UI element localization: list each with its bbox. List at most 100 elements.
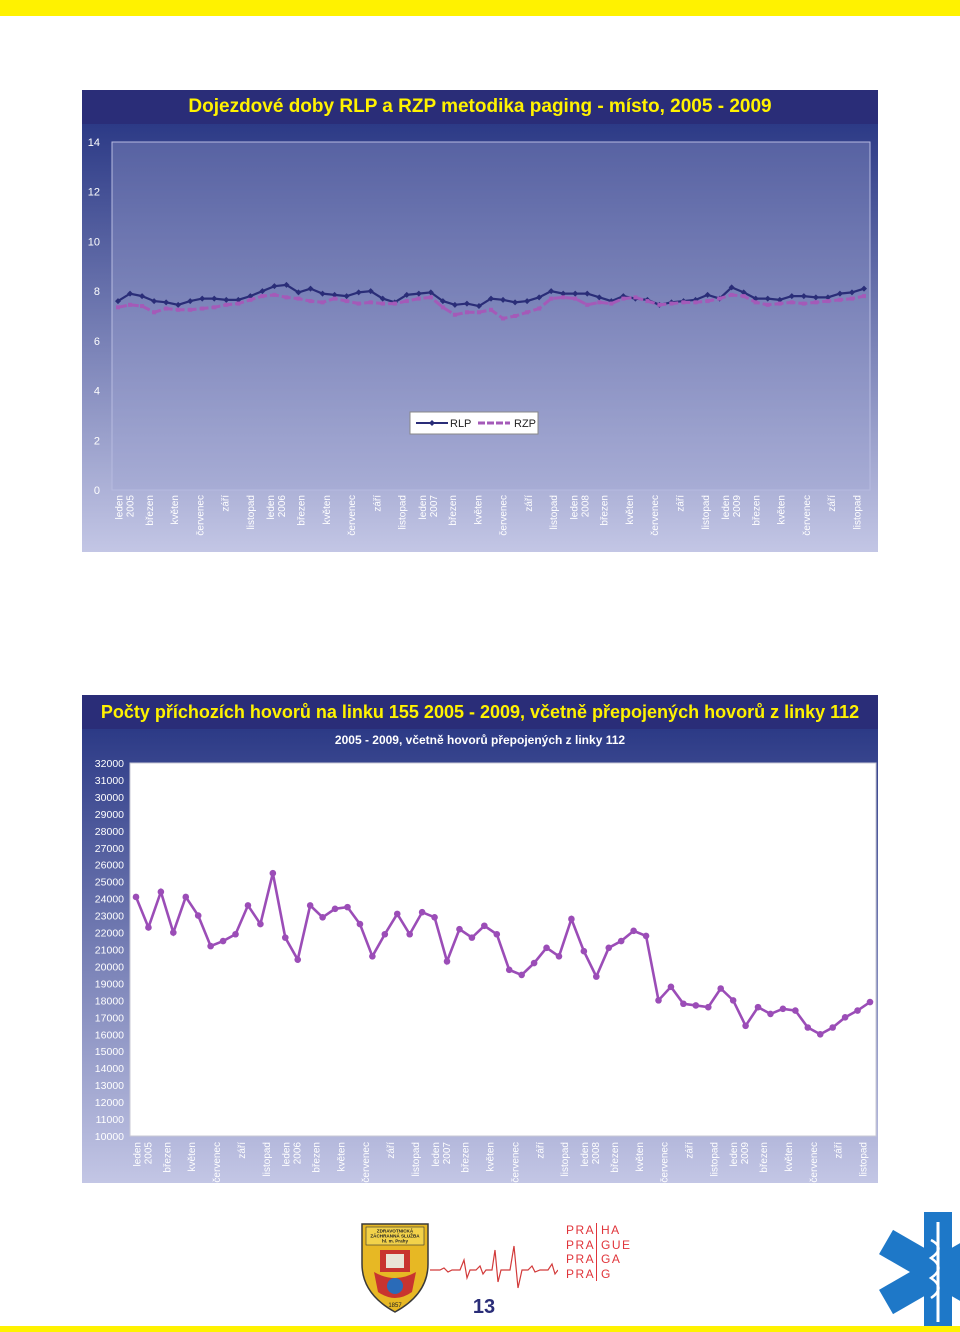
chart1-point-RLP-10 <box>235 296 242 303</box>
chart2-x-tick-22: září <box>685 1142 696 1159</box>
chart1-point-RLP-9 <box>223 296 230 303</box>
chart1-x-tick-8: květen <box>322 495 333 524</box>
chart1-point-RZP-37 <box>561 295 566 300</box>
chart1-point-RZP-25 <box>416 296 421 301</box>
praha-right-4: G <box>596 1266 612 1281</box>
chart2-y-tick-0: 10000 <box>95 1131 124 1143</box>
chart2-point-2 <box>157 888 165 896</box>
chart2-x-tick-2: květen <box>187 1142 198 1171</box>
chart1-point-RLP-27 <box>439 298 446 305</box>
chart1-point-RZP-55 <box>777 301 782 306</box>
chart1-point-RLP-24 <box>403 291 410 298</box>
chart1-legend-marker-RLP <box>429 420 435 426</box>
chart1-y-tick-3: 6 <box>94 336 100 348</box>
chart2-x-tick-25: březen <box>759 1142 770 1173</box>
chart1-point-RLP-8 <box>211 295 218 302</box>
chart2-x-tick-15: červenec <box>510 1142 521 1183</box>
chart2-point-0 <box>132 893 140 901</box>
chart1-point-RZP-27 <box>440 305 445 310</box>
chart2-point-52 <box>779 1005 787 1013</box>
chart1-point-RZP-1 <box>128 302 133 307</box>
chart1-x-tick-21: červenec <box>650 495 661 536</box>
praha-left-1: PRA <box>566 1223 596 1237</box>
chart2-y-tick-17: 27000 <box>95 843 124 855</box>
chart2-x-tick-7: březen <box>312 1142 323 1173</box>
chart1-y-tick-2: 4 <box>94 386 100 398</box>
chart2-subtitle: 2005 - 2009, včetně hovorů přepojených z… <box>335 733 625 747</box>
chart2-y-tick-4: 14000 <box>95 1063 124 1075</box>
chart1-point-RLP-61 <box>848 289 855 296</box>
chart2-point-32 <box>530 959 538 967</box>
chart1-point-RLP-51 <box>728 284 735 291</box>
chart2-point-58 <box>854 1007 861 1014</box>
chart2-x-tick-13: březen <box>461 1142 472 1173</box>
chart2-series-line <box>134 872 871 1036</box>
chart2-y-tick-21: 31000 <box>95 775 124 787</box>
chart1-legend-label-RLP: RLP <box>450 418 471 430</box>
chart1-point-RZP-50 <box>717 296 722 301</box>
praha-right-1: HA <box>596 1223 621 1238</box>
chart1-point-RZP-20 <box>356 301 361 306</box>
chart2-point-48 <box>729 997 737 1004</box>
chart1-point-RZP-3 <box>152 310 157 315</box>
chart1-point-RZP-22 <box>380 301 385 306</box>
chart2-point-22 <box>406 930 413 938</box>
chart2-y-tick-11: 21000 <box>95 945 124 957</box>
chart1-x-tick-13: březen <box>448 495 459 526</box>
chart1-point-RZP-61 <box>849 296 854 301</box>
chart2-x-tick-20: květen <box>635 1142 646 1171</box>
chart1-x-tick-11: listopad <box>398 495 409 529</box>
chart2-point-7 <box>219 937 227 945</box>
chart1-point-RZP-47 <box>681 300 686 305</box>
chart1-x-tick-0: leden2005 <box>115 495 137 520</box>
chart1-x-tick-27: červenec <box>802 495 813 536</box>
chart2-point-3 <box>170 929 177 936</box>
chart1-point-RZP-16 <box>308 299 313 304</box>
chart1-point-RLP-20 <box>355 289 362 296</box>
chart1-point-RLP-58 <box>812 294 819 301</box>
chart1-point-RLP-37 <box>560 290 567 297</box>
chart2-x-tick-8: květen <box>336 1142 347 1171</box>
chart2-x-tick-24: leden2009 <box>729 1142 751 1167</box>
chart1-point-RLP-49 <box>704 291 711 298</box>
chart2-point-18 <box>356 920 364 928</box>
chart1-point-RLP-13 <box>271 283 278 290</box>
chart2-point-50 <box>754 1003 762 1011</box>
chart1-point-RZP-41 <box>609 301 614 306</box>
chart2-y-tick-10: 20000 <box>95 961 124 973</box>
chart1-x-tick-9: červenec <box>347 495 358 536</box>
chart2-x-tick-5: listopad <box>262 1142 273 1176</box>
chart2-point-24 <box>431 913 438 921</box>
chart1-point-RZP-49 <box>705 299 710 304</box>
chart2-x-tick-19: březen <box>610 1142 621 1173</box>
chart1-point-RLP-15 <box>295 289 302 296</box>
chart1-point-RZP-14 <box>284 295 289 300</box>
chart2-y-tick-15: 25000 <box>95 877 124 889</box>
chart2-x-tick-16: září <box>535 1142 546 1159</box>
chart2-point-27 <box>468 934 476 941</box>
chart1-point-RZP-48 <box>693 300 698 305</box>
chart1-x-tick-25: březen <box>751 495 762 526</box>
chart1-point-RZP-45 <box>657 302 662 307</box>
praha-left-3: PRA <box>566 1252 596 1266</box>
chart1-point-RLP-34 <box>524 298 531 305</box>
chart1-point-RZP-57 <box>801 301 806 306</box>
chart2-point-42 <box>655 997 662 1004</box>
heartbeat-line-icon <box>430 1245 558 1289</box>
chart2-point-10 <box>257 920 264 928</box>
chart1-y-tick-5: 10 <box>88 236 100 248</box>
chart1-x-tick-12: leden2007 <box>418 495 440 520</box>
chart1-x-tick-3: červenec <box>195 495 206 536</box>
chart1-point-RLP-62 <box>861 285 867 292</box>
chart2-x-tick-0: leden2005 <box>132 1142 154 1167</box>
chart1-point-RLP-30 <box>475 303 482 310</box>
chart1-point-RLP-28 <box>451 301 458 308</box>
chart1-point-RZP-13 <box>272 292 277 297</box>
chart1-background <box>82 124 878 552</box>
chart2-x-tick-3: červenec <box>212 1142 223 1183</box>
chart1-point-RLP-55 <box>776 296 783 303</box>
chart1-point-RZP-39 <box>585 302 590 307</box>
chart2-x-tick-14: květen <box>486 1142 497 1171</box>
chart1-y-tick-4: 8 <box>94 286 100 298</box>
chart1-x-tick-24: leden2009 <box>721 495 743 520</box>
